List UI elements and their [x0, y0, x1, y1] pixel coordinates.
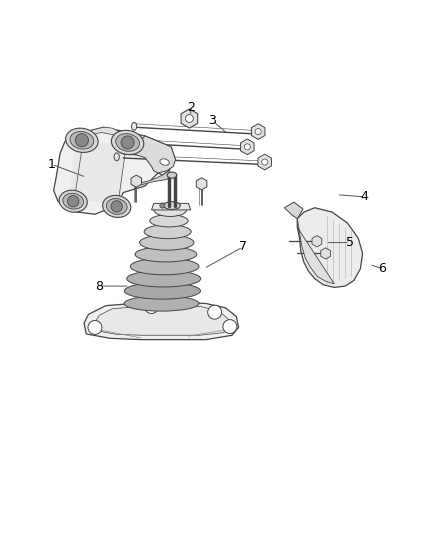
Circle shape: [208, 305, 222, 319]
Ellipse shape: [70, 132, 94, 149]
Polygon shape: [251, 124, 265, 140]
Text: 2: 2: [187, 101, 194, 114]
Text: 1: 1: [47, 158, 55, 171]
Text: 7: 7: [239, 240, 247, 253]
Ellipse shape: [132, 180, 141, 183]
Text: 5: 5: [346, 236, 353, 249]
Ellipse shape: [114, 153, 119, 161]
Circle shape: [261, 159, 268, 165]
Text: 4: 4: [361, 190, 369, 204]
Ellipse shape: [197, 182, 206, 185]
Text: 3: 3: [208, 114, 216, 127]
Ellipse shape: [123, 138, 128, 146]
Ellipse shape: [131, 123, 137, 130]
Circle shape: [121, 136, 134, 149]
Ellipse shape: [135, 247, 197, 262]
Ellipse shape: [183, 119, 196, 123]
Ellipse shape: [66, 128, 98, 152]
Circle shape: [75, 134, 88, 147]
Ellipse shape: [258, 160, 271, 164]
Ellipse shape: [63, 193, 84, 209]
Ellipse shape: [102, 196, 131, 217]
Ellipse shape: [321, 252, 330, 255]
Polygon shape: [152, 204, 191, 210]
Ellipse shape: [144, 225, 191, 239]
Circle shape: [88, 320, 102, 334]
Ellipse shape: [140, 235, 194, 250]
Polygon shape: [240, 139, 254, 155]
Circle shape: [160, 203, 165, 208]
Polygon shape: [321, 248, 331, 259]
Polygon shape: [297, 208, 363, 287]
Text: 8: 8: [95, 280, 103, 293]
Polygon shape: [132, 171, 171, 186]
Ellipse shape: [124, 296, 199, 311]
Polygon shape: [312, 236, 322, 247]
Polygon shape: [95, 305, 230, 335]
Ellipse shape: [150, 215, 188, 227]
Circle shape: [145, 300, 159, 313]
Polygon shape: [84, 301, 239, 340]
Circle shape: [67, 196, 79, 207]
Polygon shape: [131, 175, 141, 187]
Ellipse shape: [252, 130, 264, 134]
Ellipse shape: [167, 172, 177, 178]
Circle shape: [111, 201, 122, 212]
Ellipse shape: [154, 204, 187, 216]
Ellipse shape: [124, 282, 201, 299]
Polygon shape: [127, 136, 176, 173]
Ellipse shape: [164, 201, 180, 209]
Polygon shape: [284, 202, 303, 219]
Polygon shape: [53, 127, 176, 214]
Circle shape: [244, 144, 251, 150]
Polygon shape: [69, 142, 132, 204]
Ellipse shape: [130, 258, 199, 275]
Ellipse shape: [106, 198, 127, 214]
Polygon shape: [258, 154, 272, 170]
Circle shape: [255, 128, 261, 135]
Polygon shape: [297, 219, 334, 284]
Ellipse shape: [59, 190, 87, 212]
Ellipse shape: [116, 134, 139, 151]
Polygon shape: [181, 109, 198, 128]
Ellipse shape: [160, 159, 170, 165]
Text: 6: 6: [378, 262, 386, 275]
Ellipse shape: [127, 270, 201, 287]
Circle shape: [223, 320, 237, 334]
Polygon shape: [196, 177, 207, 190]
Ellipse shape: [111, 131, 144, 155]
Ellipse shape: [241, 144, 253, 149]
Polygon shape: [69, 127, 145, 140]
Ellipse shape: [313, 240, 321, 243]
Circle shape: [185, 115, 193, 123]
